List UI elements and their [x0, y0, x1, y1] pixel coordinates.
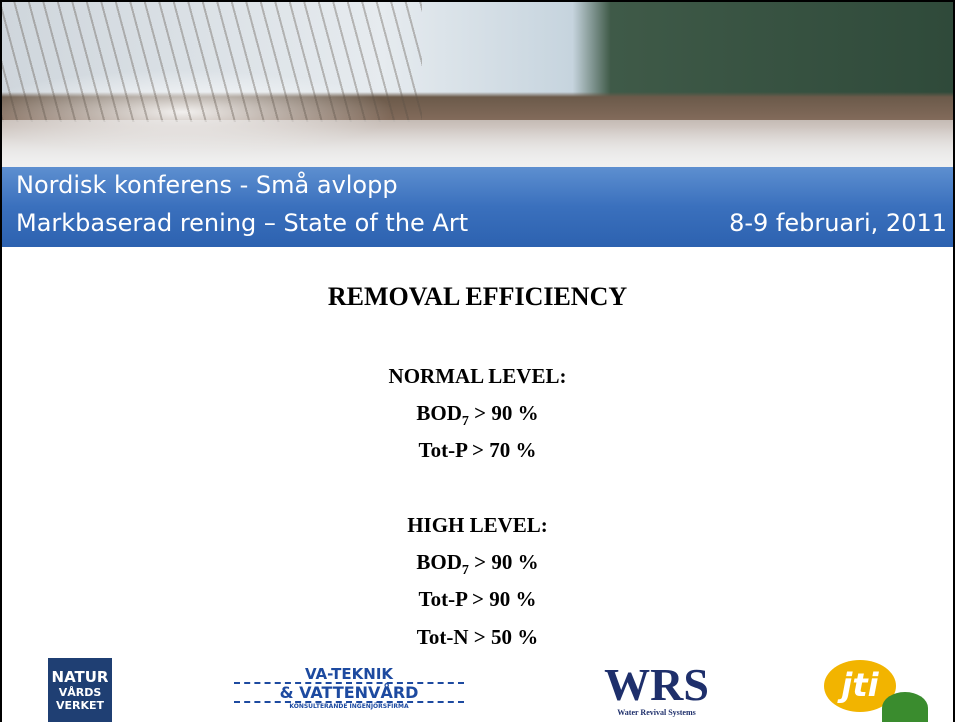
- slide: Nordisk konferens - Små avlopp Markbaser…: [0, 0, 955, 722]
- item-main: BOD: [416, 550, 462, 574]
- item: BOD7 > 90 %: [2, 550, 953, 579]
- logo-text: KONSULTERANDE INGENJÖRSFIRMA: [224, 703, 474, 710]
- item: Tot-N > 50 %: [2, 625, 953, 650]
- logo-naturvardsverket: NATUR VÅRDS VERKET: [48, 658, 112, 722]
- item: Tot-P > 70 %: [2, 438, 953, 463]
- logo-text: VA-TEKNIK: [224, 667, 474, 682]
- header-line: Markbaserad rening – State of the Art: [16, 209, 468, 237]
- trees: [2, 2, 422, 122]
- header-band: Nordisk konferens - Små avlopp Markbaser…: [2, 167, 953, 247]
- page: Nordisk konferens - Små avlopp Markbaser…: [0, 0, 955, 722]
- item: BOD7 > 90 %: [2, 401, 953, 430]
- item-main: Tot-N > 50 %: [417, 625, 538, 649]
- snow: [2, 120, 953, 167]
- item: Tot-P > 90 %: [2, 587, 953, 612]
- item-tail: > 90 %: [469, 550, 539, 574]
- item-tail: > 90 %: [469, 401, 539, 425]
- slide-title: REMOVAL EFFICIENCY: [2, 282, 953, 312]
- logo-text: VÅRDS: [48, 686, 112, 699]
- item-main: Tot-P > 70 %: [419, 438, 537, 462]
- header-date: 8-9 februari, 2011: [729, 209, 947, 237]
- item-sub: 7: [462, 414, 469, 429]
- section-heading: HIGH LEVEL:: [2, 513, 953, 538]
- logo-text: & VATTENVÅRD: [234, 682, 464, 703]
- item-sub: 7: [462, 563, 469, 578]
- header-line: Nordisk konferens - Små avlopp: [16, 171, 398, 199]
- header-photo: [2, 2, 953, 167]
- logo-jti-leaf: [882, 692, 928, 722]
- section-heading: NORMAL LEVEL:: [2, 364, 953, 389]
- logo-vateknik: VA-TEKNIK & VATTENVÅRD KONSULTERANDE ING…: [224, 667, 474, 710]
- logo-text: VERKET: [48, 699, 112, 712]
- item-main: BOD: [416, 401, 462, 425]
- logo-text: NATUR: [48, 668, 112, 686]
- logo-wrs: WRS Water Revival Systems: [594, 662, 719, 717]
- logo-text: WRS: [594, 662, 719, 708]
- item-main: Tot-P > 90 %: [419, 587, 537, 611]
